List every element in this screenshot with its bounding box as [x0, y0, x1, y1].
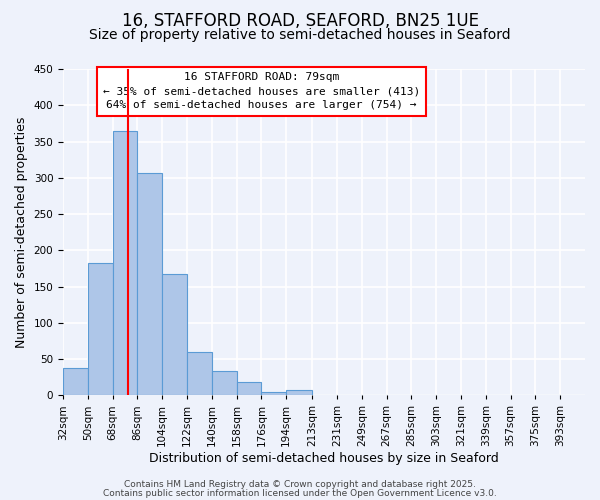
Text: 16 STAFFORD ROAD: 79sqm
← 35% of semi-detached houses are smaller (413)
64% of s: 16 STAFFORD ROAD: 79sqm ← 35% of semi-de…	[103, 72, 420, 110]
Y-axis label: Number of semi-detached properties: Number of semi-detached properties	[15, 116, 28, 348]
Text: Size of property relative to semi-detached houses in Seaford: Size of property relative to semi-detach…	[89, 28, 511, 42]
Bar	[162, 274, 187, 396]
Bar	[63, 368, 88, 396]
Bar	[113, 130, 137, 396]
Bar	[187, 352, 212, 396]
Bar	[236, 382, 262, 396]
Bar	[286, 390, 313, 396]
Bar	[88, 264, 113, 396]
Text: Contains HM Land Registry data © Crown copyright and database right 2025.: Contains HM Land Registry data © Crown c…	[124, 480, 476, 489]
Text: Contains public sector information licensed under the Open Government Licence v3: Contains public sector information licen…	[103, 488, 497, 498]
Bar	[137, 172, 162, 396]
X-axis label: Distribution of semi-detached houses by size in Seaford: Distribution of semi-detached houses by …	[149, 452, 499, 465]
Text: 16, STAFFORD ROAD, SEAFORD, BN25 1UE: 16, STAFFORD ROAD, SEAFORD, BN25 1UE	[121, 12, 479, 30]
Bar	[212, 370, 236, 396]
Bar	[262, 392, 286, 396]
